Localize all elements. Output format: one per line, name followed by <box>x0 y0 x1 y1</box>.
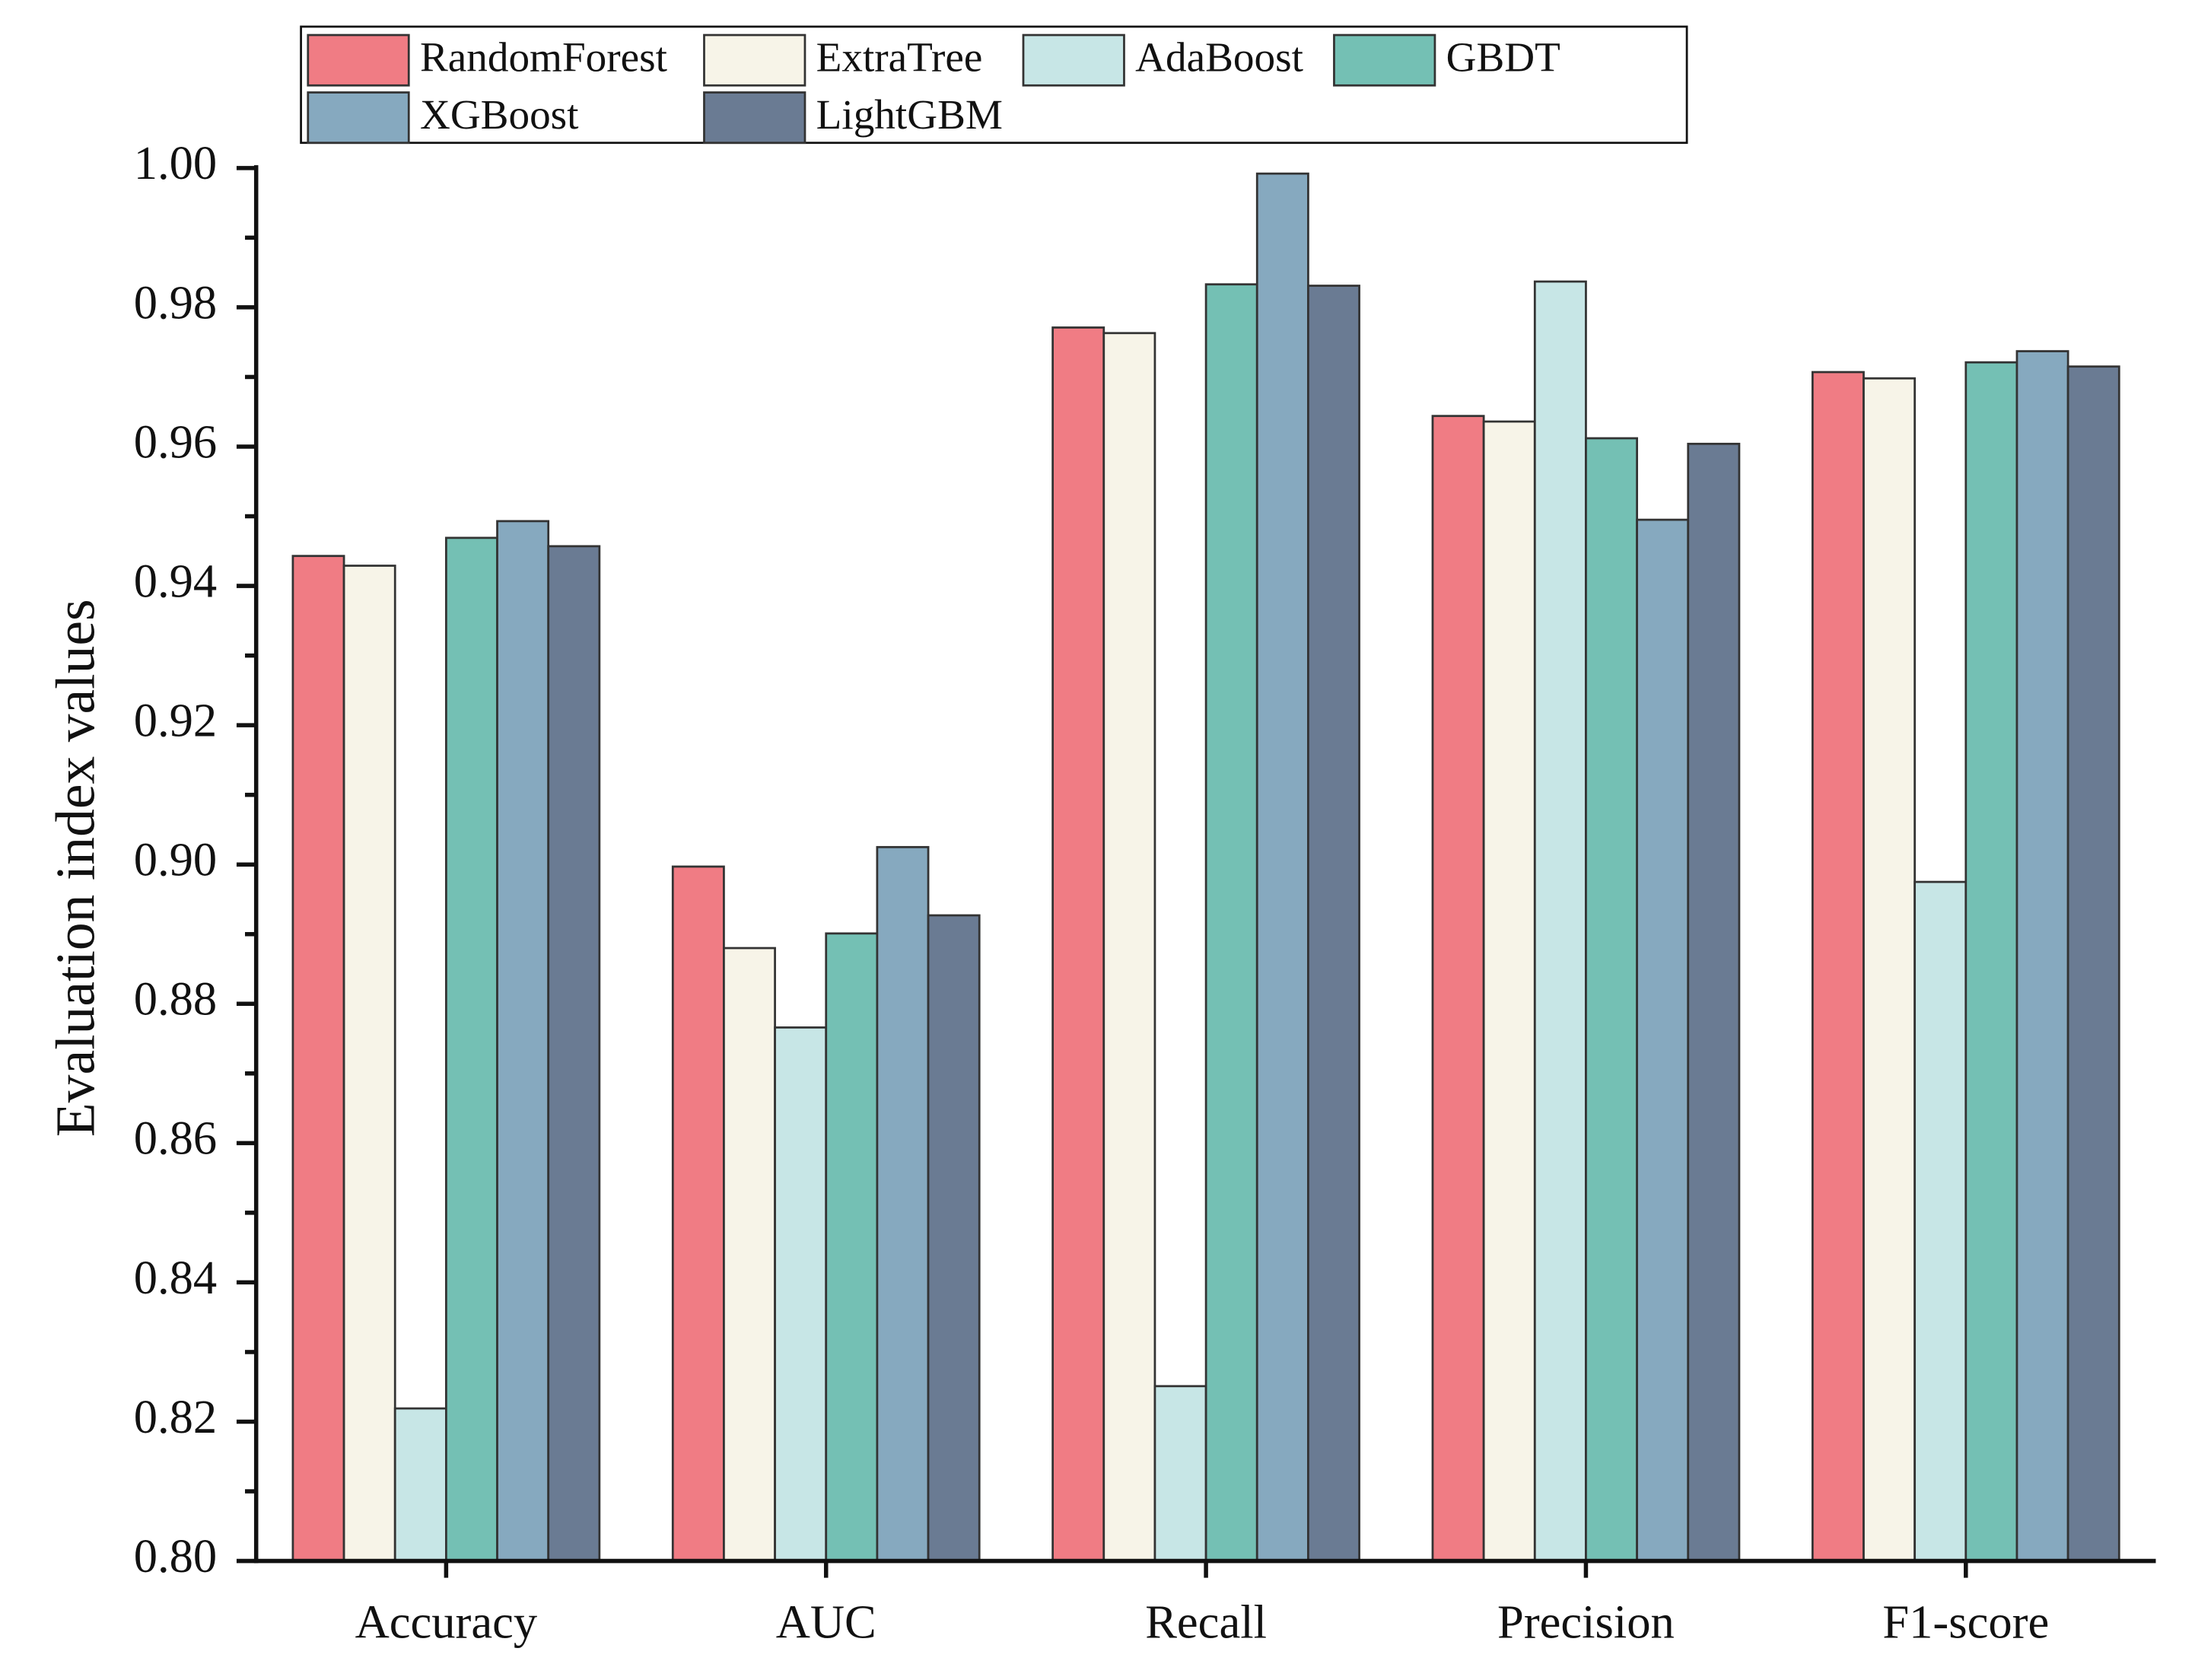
bar <box>1204 283 1258 1562</box>
bar <box>496 520 550 1562</box>
bar <box>1964 361 2018 1562</box>
bar <box>1811 371 1865 1562</box>
x-tick-label: F1-score <box>1882 1595 2049 1648</box>
bar <box>393 1407 447 1562</box>
y-tick-label: 0.94 <box>134 554 217 607</box>
legend-swatch <box>1022 33 1125 87</box>
x-tick-label: AUC <box>776 1595 876 1648</box>
bar <box>1636 518 1690 1562</box>
bar <box>774 1026 828 1562</box>
y-tick-label: 0.80 <box>134 1529 217 1583</box>
y-tick-label: 0.84 <box>134 1251 217 1304</box>
legend-swatch <box>1333 33 1436 87</box>
legend-label: RandomForest <box>420 34 668 81</box>
bar <box>2015 350 2069 1562</box>
y-tick-label: 0.82 <box>134 1390 217 1443</box>
legend-swatch <box>307 33 410 87</box>
bar <box>1913 880 1968 1562</box>
legend-box <box>300 25 1688 145</box>
bar <box>1482 420 1536 1562</box>
x-tick-label: Accuracy <box>355 1595 538 1648</box>
bar <box>1051 326 1105 1562</box>
bar <box>671 865 725 1562</box>
bar <box>1102 332 1156 1562</box>
bar <box>342 565 396 1562</box>
bar <box>2066 365 2120 1562</box>
bar <box>927 914 981 1562</box>
bar <box>723 947 776 1562</box>
y-tick-label: 0.96 <box>134 415 217 468</box>
bar <box>1153 1385 1207 1562</box>
y-tick-label: 0.90 <box>134 833 217 886</box>
y-tick-label: 0.86 <box>134 1112 217 1165</box>
legend-label: ExtraTree <box>816 34 983 81</box>
bar <box>1687 442 1741 1562</box>
bar <box>825 932 879 1562</box>
bar <box>1255 172 1309 1562</box>
x-tick-label: Recall <box>1145 1595 1267 1648</box>
legend-label: GBDT <box>1446 34 1560 81</box>
x-tick-label: Precision <box>1497 1595 1675 1648</box>
legend-swatch <box>703 33 806 87</box>
bar <box>445 536 498 1562</box>
y-tick-label: 0.98 <box>134 275 217 329</box>
bar <box>1307 285 1360 1562</box>
y-tick-label: 0.88 <box>134 972 217 1026</box>
legend-label: LightGBM <box>816 91 1003 138</box>
bar <box>291 555 345 1562</box>
bar <box>876 845 930 1562</box>
bar <box>1431 415 1485 1562</box>
legend-swatch <box>703 91 806 145</box>
bar <box>1533 280 1587 1562</box>
y-tick-label: 1.00 <box>134 136 217 189</box>
legend-label: AdaBoost <box>1135 34 1303 81</box>
bar <box>1863 377 1917 1562</box>
y-axis-label: Evaluation index values <box>44 599 107 1137</box>
legend-label: XGBoost <box>420 91 579 138</box>
bar <box>547 545 601 1562</box>
legend-swatch <box>307 91 410 145</box>
bar <box>1585 437 1638 1562</box>
y-tick-label: 0.92 <box>134 693 217 746</box>
